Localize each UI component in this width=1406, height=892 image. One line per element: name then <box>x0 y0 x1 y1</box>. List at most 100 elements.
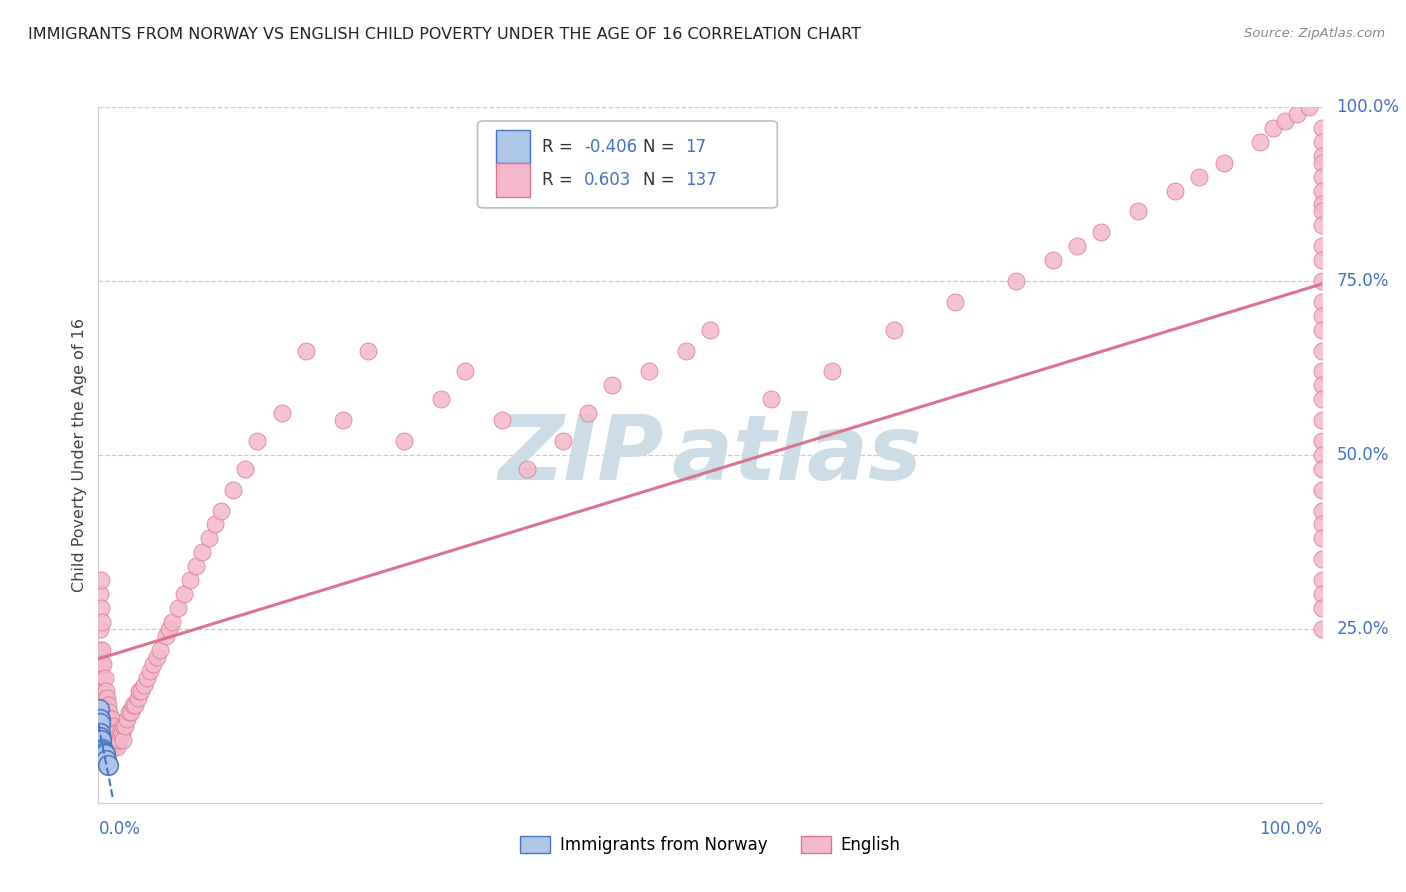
Point <box>111 726 134 740</box>
Point <box>1310 184 1333 198</box>
Point <box>90 657 112 671</box>
FancyBboxPatch shape <box>496 130 530 163</box>
Point <box>209 503 232 517</box>
Point <box>167 601 190 615</box>
Point <box>1310 197 1333 211</box>
Point <box>128 684 150 698</box>
Point <box>91 748 114 763</box>
Point <box>97 719 120 733</box>
Point <box>91 741 114 756</box>
Point <box>1310 413 1333 427</box>
Point <box>89 715 111 730</box>
Point <box>1188 169 1211 184</box>
Point <box>179 573 201 587</box>
Point <box>392 434 416 448</box>
Point <box>110 726 132 740</box>
Point <box>1310 462 1333 476</box>
Point <box>491 413 513 427</box>
Point <box>1310 274 1333 288</box>
Point <box>155 629 177 643</box>
Point <box>821 364 844 378</box>
Point <box>136 671 159 685</box>
Point <box>101 712 124 726</box>
Point <box>675 343 697 358</box>
Point <box>90 737 112 751</box>
Point <box>454 364 477 378</box>
Point <box>1042 253 1064 268</box>
Point <box>1128 204 1150 219</box>
Point <box>1310 239 1333 253</box>
Point <box>699 323 721 337</box>
Point <box>93 691 115 706</box>
Point <box>1310 364 1333 378</box>
Point <box>1310 483 1333 497</box>
Point <box>89 730 111 744</box>
Point <box>91 642 114 657</box>
Point <box>103 726 125 740</box>
Text: R =: R = <box>543 171 583 189</box>
Point <box>1310 323 1333 337</box>
Point <box>90 691 112 706</box>
Point <box>600 378 623 392</box>
Point <box>94 726 117 740</box>
Point <box>96 733 118 747</box>
FancyBboxPatch shape <box>478 121 778 208</box>
Point <box>97 757 120 772</box>
Point <box>356 343 378 358</box>
Point <box>270 406 294 420</box>
Point <box>90 734 112 748</box>
Point <box>94 684 117 698</box>
Legend: Immigrants from Norway, English: Immigrants from Norway, English <box>513 829 907 861</box>
Point <box>553 434 575 448</box>
Point <box>1310 309 1333 323</box>
Point <box>132 677 155 691</box>
Text: 137: 137 <box>686 171 717 189</box>
Point <box>1212 155 1234 169</box>
Point <box>115 712 138 726</box>
Point <box>114 719 136 733</box>
Text: ZIP atlas: ZIP atlas <box>498 411 922 499</box>
Point <box>96 691 118 706</box>
Point <box>943 294 966 309</box>
Text: N =: N = <box>643 171 679 189</box>
Point <box>160 615 183 629</box>
Point <box>761 392 783 407</box>
Text: R =: R = <box>543 137 578 156</box>
Point <box>89 622 111 636</box>
Text: IMMIGRANTS FROM NORWAY VS ENGLISH CHILD POVERTY UNDER THE AGE OF 16 CORRELATION : IMMIGRANTS FROM NORWAY VS ENGLISH CHILD … <box>28 27 860 42</box>
Point <box>91 744 114 758</box>
Point <box>89 726 111 740</box>
Point <box>91 684 114 698</box>
Point <box>332 413 354 427</box>
Point <box>1310 532 1333 546</box>
Point <box>1310 517 1333 532</box>
Point <box>111 719 134 733</box>
Point <box>100 712 122 726</box>
Point <box>515 462 537 476</box>
Point <box>129 684 152 698</box>
Text: -0.406: -0.406 <box>583 137 637 156</box>
Point <box>1310 503 1333 517</box>
Point <box>1066 239 1088 253</box>
Point <box>1310 149 1333 163</box>
Point <box>111 733 134 747</box>
Point <box>127 691 149 706</box>
Point <box>204 517 226 532</box>
Point <box>1310 253 1333 268</box>
Point <box>1286 107 1309 121</box>
Y-axis label: Child Poverty Under the Age of 16: Child Poverty Under the Age of 16 <box>72 318 87 592</box>
Point <box>191 545 214 559</box>
Point <box>89 587 111 601</box>
Point <box>100 733 122 747</box>
Point <box>1249 135 1271 149</box>
Point <box>173 587 195 601</box>
Point <box>120 706 142 720</box>
Point <box>1310 294 1333 309</box>
Point <box>89 642 111 657</box>
Point <box>146 649 169 664</box>
Point <box>1164 184 1187 198</box>
Point <box>576 406 599 420</box>
Point <box>91 615 114 629</box>
Point <box>1310 135 1333 149</box>
Point <box>94 706 117 720</box>
